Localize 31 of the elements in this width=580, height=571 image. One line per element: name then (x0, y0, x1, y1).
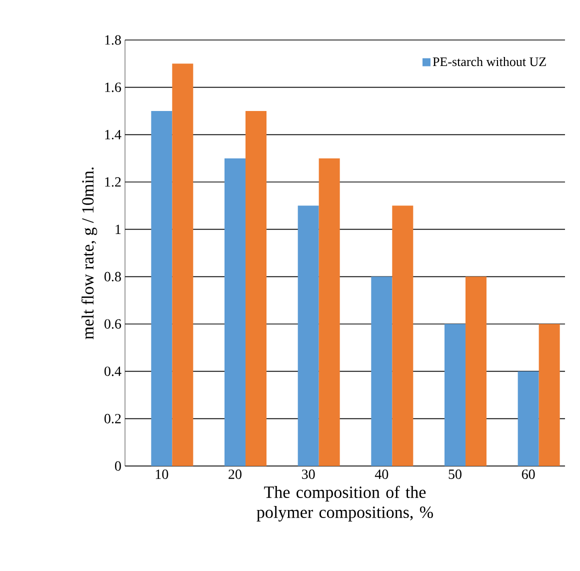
x-axis-title: The composition of the polymer compositions, % (256, 486, 433, 522)
bar (246, 111, 266, 466)
y-tick-label: 0.4 (104, 366, 122, 376)
x-tick-label: 40 (374, 470, 388, 479)
y-tick-label: 0.6 (104, 319, 122, 329)
bar (538, 324, 560, 466)
x-tick-label: 60 (522, 470, 535, 479)
bar (444, 324, 466, 466)
bar (371, 276, 392, 466)
x-tick-label: 20 (228, 470, 242, 479)
bar (224, 158, 246, 466)
bar (518, 371, 539, 466)
x-tick-label: 10 (156, 470, 168, 479)
bar (151, 111, 172, 466)
y-tick-label: 0.2 (104, 414, 121, 424)
y-tick-label: 1.6 (105, 82, 122, 92)
y-tick-label: 1.2 (105, 177, 121, 187)
x-tick-label: 30 (302, 470, 315, 479)
y-tick-label: 1 (116, 224, 121, 234)
bar (466, 276, 486, 466)
bar (172, 64, 194, 466)
bar (318, 158, 340, 466)
bar (392, 206, 414, 466)
y-tick-label: 1.8 (105, 35, 121, 45)
legend-label: PE-starch without UZ (432, 56, 546, 66)
y-tick-label: 0 (115, 461, 121, 471)
bar (298, 206, 319, 466)
y-axis-title: melt flow rate, g / 10min. (81, 167, 98, 340)
x-tick-label: 50 (448, 470, 462, 479)
y-tick-label: 1.4 (105, 130, 122, 140)
y-tick-label: 0.8 (104, 272, 121, 282)
